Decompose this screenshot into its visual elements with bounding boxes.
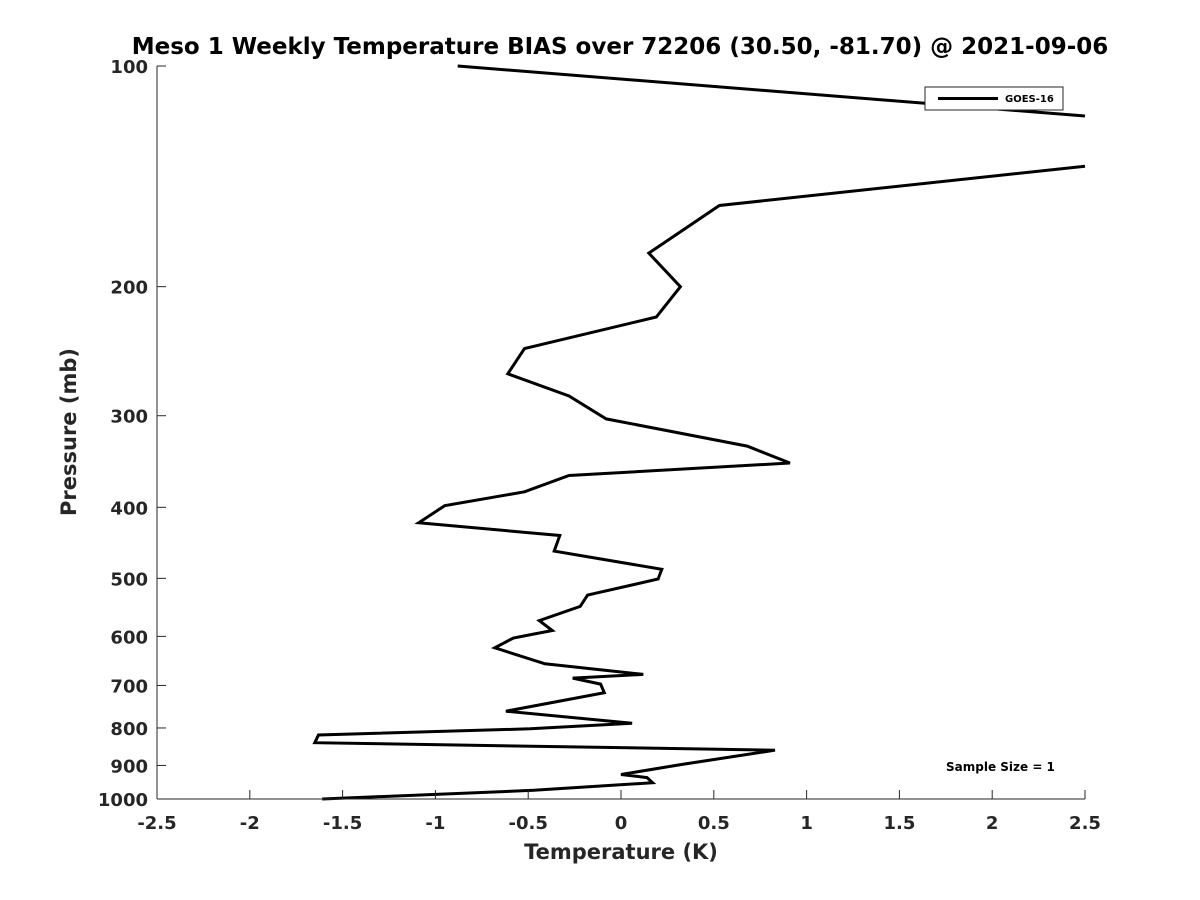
chart-title: Meso 1 Weekly Temperature BIAS over 7220… <box>132 34 1109 60</box>
x-tick-label: -1 <box>425 813 445 834</box>
x-tick-label: 1 <box>800 813 813 834</box>
x-ticks: -2.5 -2 -1.5 -1 -0.5 0 0.5 1 1.5 2 2.5 <box>137 790 1101 834</box>
y-tick-label: 1000 <box>98 790 148 811</box>
legend: GOES-16 <box>924 86 1064 111</box>
y-tick-label: 400 <box>110 498 148 519</box>
y-tick-label: 700 <box>110 676 148 697</box>
y-tick-label: 200 <box>110 278 148 299</box>
y-ticks: 100 200 300 400 500 600 700 800 900 1000 <box>98 57 166 811</box>
y-tick-label: 600 <box>110 627 148 648</box>
sample-size-annotation: Sample Size = 1 <box>946 760 1055 774</box>
y-tick-label: 900 <box>110 756 148 777</box>
x-tick-label: 1.5 <box>883 813 915 834</box>
x-tick-label: -2.5 <box>137 813 176 834</box>
x-tick-label: 0 <box>615 813 628 834</box>
y-tick-label: 300 <box>110 407 148 428</box>
y-tick-label: 500 <box>110 569 148 590</box>
x-axis-label: Temperature (K) <box>524 840 718 864</box>
x-tick-label: -1.5 <box>323 813 362 834</box>
series-line-segment <box>312 164 1086 801</box>
legend-label: GOES-16 <box>1005 94 1054 105</box>
y-tick-label: 100 <box>110 57 148 78</box>
x-tick-label: -0.5 <box>509 813 548 834</box>
x-tick-label: 0.5 <box>698 813 730 834</box>
x-tick-label: -2 <box>240 813 260 834</box>
x-tick-label: 2.5 <box>1069 813 1101 834</box>
y-axis-label: Pressure (mb) <box>57 348 81 516</box>
x-tick-label: 2 <box>986 813 999 834</box>
series-layer <box>312 64 1086 801</box>
y-tick-label: 800 <box>110 719 148 740</box>
